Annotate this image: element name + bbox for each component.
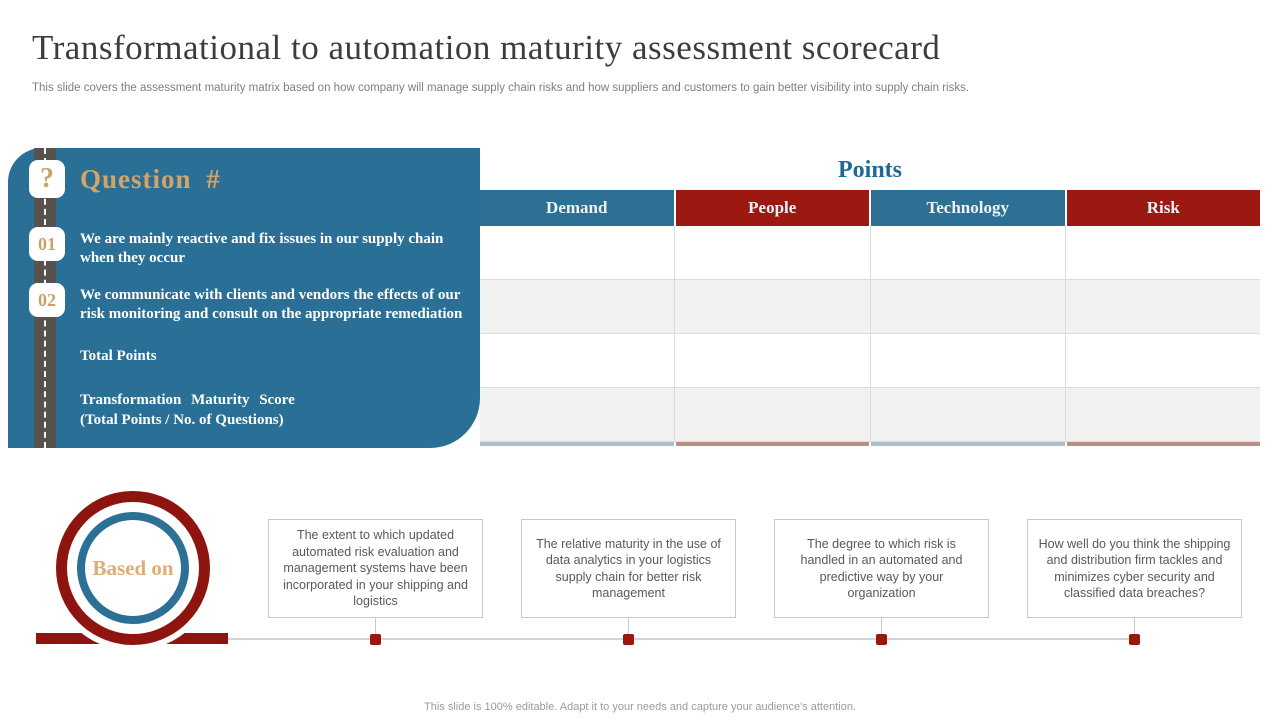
criteria-box-4: How well do you think the shipping and d… bbox=[1027, 519, 1242, 618]
timeline-line bbox=[228, 638, 1135, 640]
table-row bbox=[480, 334, 1260, 388]
column-header-technology: Technology bbox=[871, 190, 1065, 226]
total-points-label: Total Points bbox=[80, 348, 157, 364]
based-on-circle: Based on bbox=[56, 491, 210, 645]
score-cell[interactable] bbox=[675, 226, 871, 279]
score-cell[interactable] bbox=[1066, 280, 1260, 333]
points-table-body bbox=[480, 226, 1260, 442]
question-panel-title: Question # bbox=[80, 164, 221, 194]
page-title: Transformational to automation maturity … bbox=[32, 28, 941, 67]
column-header-demand: Demand bbox=[480, 190, 674, 226]
footer-note: This slide is 100% editable. Adapt it to… bbox=[424, 701, 856, 713]
score-cell[interactable] bbox=[480, 226, 676, 279]
score-cell[interactable] bbox=[480, 388, 676, 441]
points-table-title: Points bbox=[837, 157, 902, 183]
table-row bbox=[480, 280, 1260, 334]
based-on-inner-ring: Based on bbox=[77, 512, 189, 624]
based-on-label: Based on bbox=[92, 556, 174, 580]
question-item-1: We are mainly reactive and fix issues in… bbox=[80, 231, 444, 266]
timeline-marker bbox=[876, 634, 887, 645]
timeline-marker bbox=[623, 634, 634, 645]
column-header-people: People bbox=[675, 190, 869, 226]
score-cell[interactable] bbox=[871, 226, 1066, 279]
score-cell[interactable] bbox=[480, 334, 676, 387]
maturity-score-label: Transformation Maturity Score bbox=[80, 392, 295, 408]
score-cell[interactable] bbox=[1066, 334, 1260, 387]
criteria-box-2: The relative maturity in the use of data… bbox=[521, 519, 736, 618]
score-cell[interactable] bbox=[1066, 388, 1260, 441]
score-cell[interactable] bbox=[675, 334, 871, 387]
timeline-marker bbox=[1129, 634, 1140, 645]
page-subtitle: This slide covers the assessment maturit… bbox=[32, 82, 970, 94]
points-table-header: Demand People Technology Risk bbox=[480, 190, 1260, 226]
table-row bbox=[480, 388, 1260, 442]
connector-line bbox=[1134, 618, 1135, 636]
question-mark-icon: ? bbox=[29, 160, 65, 198]
connector-line bbox=[628, 618, 629, 636]
underline-risk bbox=[1066, 442, 1260, 446]
score-cell[interactable] bbox=[871, 388, 1066, 441]
question-item-2: We communicate with clients and vendors … bbox=[80, 287, 463, 322]
score-cell[interactable] bbox=[871, 280, 1066, 333]
score-cell[interactable] bbox=[871, 334, 1066, 387]
table-column-underlines bbox=[480, 442, 1260, 446]
score-cell[interactable] bbox=[1066, 226, 1260, 279]
question-number-badge-01: 01 bbox=[29, 227, 65, 261]
score-cell[interactable] bbox=[675, 388, 871, 441]
timeline-marker bbox=[370, 634, 381, 645]
column-header-risk: Risk bbox=[1066, 190, 1260, 226]
connector-line bbox=[375, 618, 376, 636]
score-cell[interactable] bbox=[675, 280, 871, 333]
table-row bbox=[480, 226, 1260, 280]
underline-demand bbox=[480, 442, 674, 446]
underline-technology bbox=[871, 442, 1065, 446]
criteria-box-1: The extent to which updated automated ri… bbox=[268, 519, 483, 618]
question-panel: ? 01 02 Question # We are mainly reactiv… bbox=[8, 148, 480, 448]
question-number-badge-02: 02 bbox=[29, 283, 65, 317]
underline-people bbox=[675, 442, 869, 446]
criteria-box-3: The degree to which risk is handled in a… bbox=[774, 519, 989, 618]
score-cell[interactable] bbox=[480, 280, 676, 333]
connector-line bbox=[881, 618, 882, 636]
maturity-score-formula: (Total Points / No. of Questions) bbox=[80, 412, 284, 428]
